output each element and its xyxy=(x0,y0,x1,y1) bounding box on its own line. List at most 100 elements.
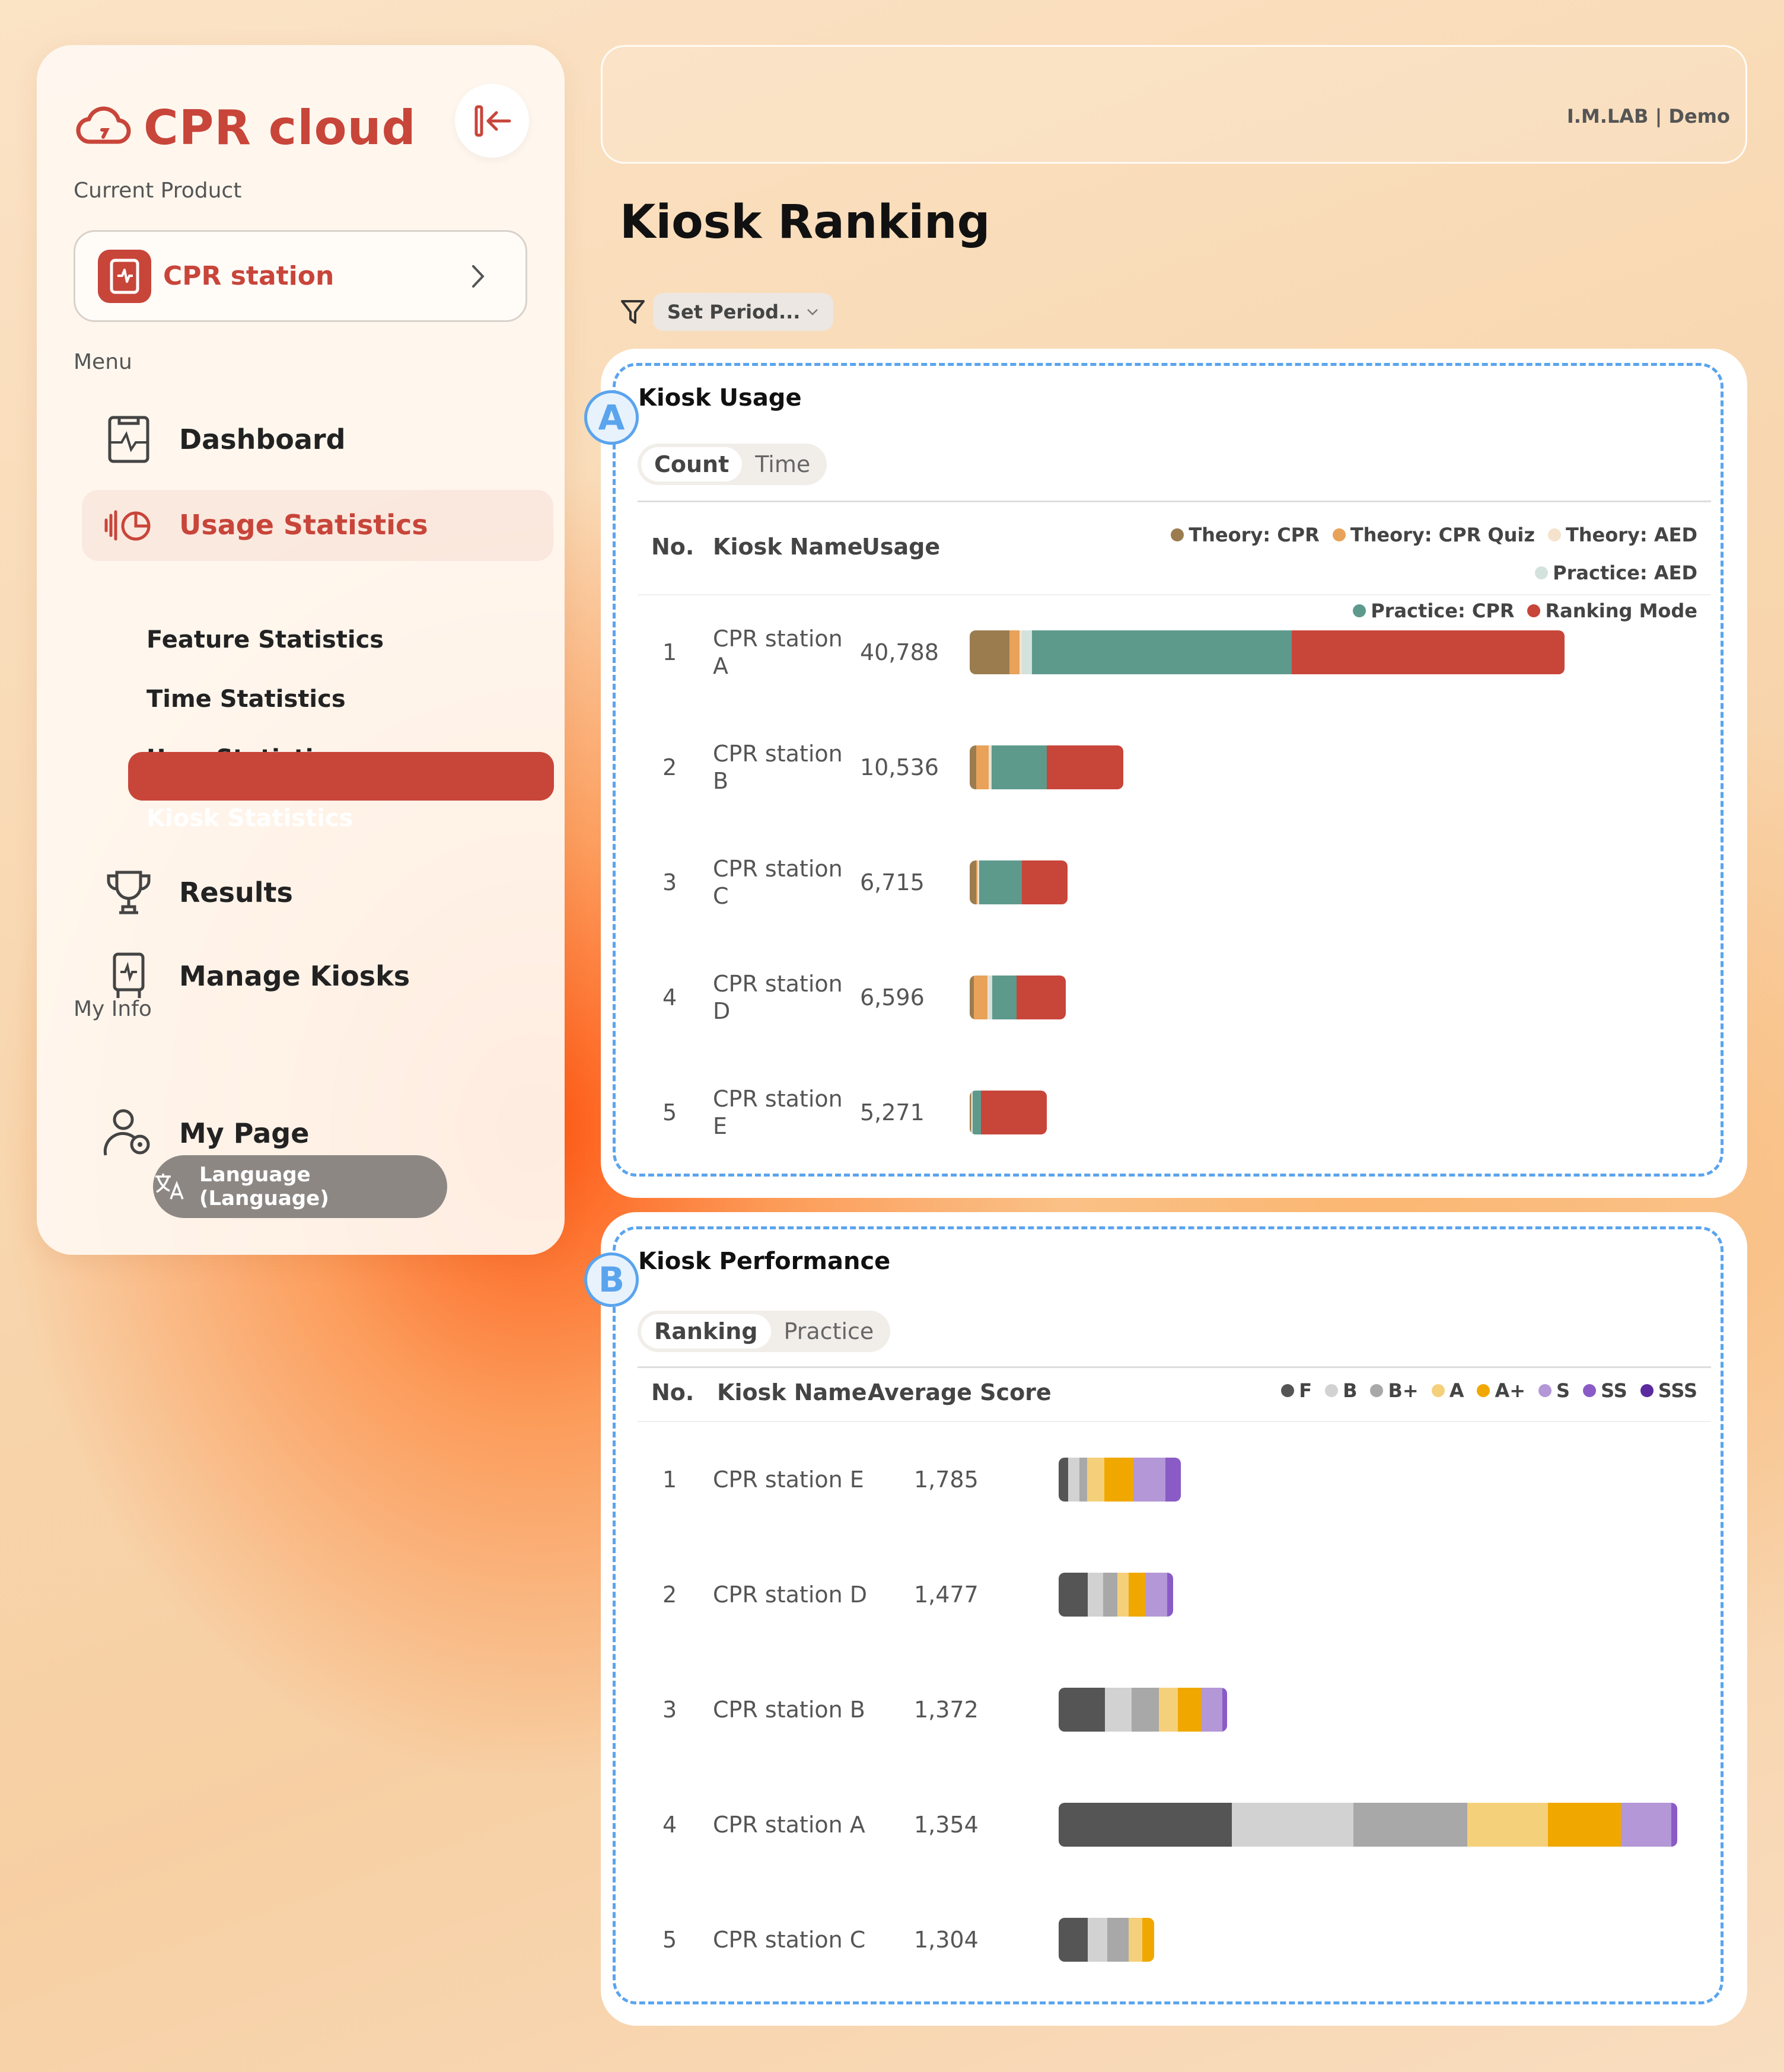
stacked-bar[interactable] xyxy=(1059,1803,1677,1847)
legend-label: Theory: CPR xyxy=(1189,524,1320,546)
bar-segment-theory-cpr xyxy=(970,860,977,904)
bar-segment-ss xyxy=(1165,1458,1181,1502)
usage-legend: Theory: CPR Theory: CPR Quiz Theory: AED Pr… xyxy=(986,516,1697,630)
legend-dot xyxy=(1547,528,1561,541)
organization-label[interactable]: I.M.LAB | Demo xyxy=(1566,105,1730,127)
legend-label: S xyxy=(1556,1379,1570,1402)
language-button[interactable]: Language (Language) xyxy=(153,1155,447,1218)
bar-segment-b xyxy=(1104,1688,1132,1732)
legend-label: Theory: CPR Quiz xyxy=(1350,524,1535,546)
bar-segment-practice-cpr xyxy=(1032,630,1292,674)
kiosk-icon xyxy=(98,249,151,303)
menu-item-my-page[interactable]: My Page xyxy=(102,1107,309,1160)
translate-icon xyxy=(155,1174,184,1200)
bar-segment-a xyxy=(1087,1458,1104,1502)
row-number: 1 xyxy=(662,639,677,665)
stacked-bar[interactable] xyxy=(1059,1458,1181,1502)
bar-segment-theory-cpr xyxy=(970,630,1010,674)
stacked-bar[interactable] xyxy=(970,745,1124,789)
menu-item-usage-statistics[interactable]: Usage Statistics xyxy=(102,498,428,552)
row-value: 5,271 xyxy=(860,1099,925,1126)
row-number: 1 xyxy=(662,1467,677,1493)
performance-legend-ss: SS xyxy=(1583,1376,1627,1405)
bar-segment-a xyxy=(1178,1688,1201,1732)
row-number: 3 xyxy=(662,1697,677,1723)
bar-segment-practice-cpr xyxy=(992,976,1017,1019)
legend-dot xyxy=(1281,1384,1295,1397)
submenu-feature-statistics[interactable]: Feature Statistics xyxy=(146,626,384,654)
tab-practice[interactable]: Practice xyxy=(783,1318,874,1344)
menu-results-label: Results xyxy=(179,876,293,909)
bar-segment-a xyxy=(1467,1803,1549,1847)
legend-label: SS xyxy=(1601,1379,1627,1402)
usage-header-name: Kiosk Name xyxy=(713,534,863,560)
row-number: 5 xyxy=(662,1099,677,1126)
stacked-bar[interactable] xyxy=(970,1091,1047,1134)
kiosk-name-line2: E xyxy=(713,1113,728,1139)
row-value: 40,788 xyxy=(860,639,939,665)
chevron-right-icon xyxy=(472,265,485,288)
row-value: 1,785 xyxy=(914,1467,979,1493)
tab-count[interactable]: Count xyxy=(641,447,743,482)
legend-dot xyxy=(1353,604,1366,617)
row-kiosk-name: CPR station A xyxy=(713,625,843,680)
usage-toggle: Count Time xyxy=(638,444,827,485)
stacked-bar[interactable] xyxy=(970,860,1068,904)
bar-segment-theory-cpr-quiz xyxy=(976,860,978,904)
legend-dot xyxy=(1370,1384,1384,1397)
product-selector[interactable]: CPR station xyxy=(74,230,527,322)
stacked-bar[interactable] xyxy=(970,630,1565,674)
kiosk-name-line1: CPR station xyxy=(713,741,843,767)
annotation-badge-b: B xyxy=(584,1252,639,1307)
usage-header-no: No. xyxy=(651,534,695,560)
performance-header-score: Average Score xyxy=(868,1379,1052,1405)
bar-segment-practice-cpr xyxy=(979,860,1022,904)
bar-segment-theory-aed xyxy=(989,745,991,789)
legend-dot xyxy=(1527,604,1541,617)
row-number: 4 xyxy=(662,1812,677,1838)
performance-header-no: No. xyxy=(651,1379,695,1405)
menu-manage-kiosks-label: Manage Kiosks xyxy=(179,960,410,992)
row-kiosk-name: CPR station C xyxy=(713,1927,866,1953)
submenu-kiosk-statistics[interactable]: Kiosk Statistics xyxy=(146,805,353,832)
bar-segment-a xyxy=(1129,1918,1143,1962)
stacked-bar[interactable] xyxy=(970,976,1066,1019)
legend-label: B+ xyxy=(1388,1379,1419,1402)
cloud-icon xyxy=(76,106,131,144)
trophy-icon xyxy=(102,866,155,919)
stacked-bar[interactable] xyxy=(1059,1573,1174,1617)
menu-item-results[interactable]: Results xyxy=(102,866,293,919)
bar-segment-practice-aed xyxy=(990,745,992,789)
bar-segment-b xyxy=(1107,1918,1129,1962)
bar-segment-b xyxy=(1088,1918,1107,1962)
performance-legend-s: S xyxy=(1538,1376,1570,1405)
bar-segment-f xyxy=(1059,1458,1068,1502)
menu-item-dashboard[interactable]: Dashboard xyxy=(102,413,346,466)
row-kiosk-name: CPR station D xyxy=(713,970,843,1025)
performance-legend-sss: SSS xyxy=(1640,1376,1697,1405)
bar-segment-ranking-mode xyxy=(1021,860,1068,904)
stacked-bar[interactable] xyxy=(1059,1918,1154,1962)
menu-usage-statistics-label: Usage Statistics xyxy=(179,509,428,541)
bar-segment-a xyxy=(1104,1458,1133,1502)
collapse-sidebar-button[interactable] xyxy=(455,84,529,158)
usage-legend-practice-aed: Practice: AED xyxy=(1535,554,1697,592)
tab-time[interactable]: Time xyxy=(755,451,811,477)
annotation-box-a xyxy=(613,363,1724,1177)
kiosk-name-line1: CPR station xyxy=(713,856,843,882)
filter-icon xyxy=(621,300,645,324)
row-kiosk-name: CPR station C xyxy=(713,855,843,910)
row-number: 3 xyxy=(662,869,677,895)
tab-ranking[interactable]: Ranking xyxy=(641,1314,771,1349)
bar-segment-b xyxy=(1132,1688,1159,1732)
legend-dot xyxy=(1325,1384,1339,1397)
row-number: 4 xyxy=(662,984,677,1011)
set-period-dropdown[interactable]: Set Period... xyxy=(653,293,834,331)
submenu-time-statistics[interactable]: Time Statistics xyxy=(146,686,346,713)
legend-label: Ranking Mode xyxy=(1545,600,1697,622)
page-title: Kiosk Ranking xyxy=(620,196,990,249)
brand-logo[interactable]: CPR cloud xyxy=(76,89,416,166)
bar-segment-b xyxy=(1079,1458,1087,1502)
stacked-bar[interactable] xyxy=(1059,1688,1228,1732)
menu-item-manage-kiosks[interactable]: Manage Kiosks xyxy=(102,949,410,1003)
